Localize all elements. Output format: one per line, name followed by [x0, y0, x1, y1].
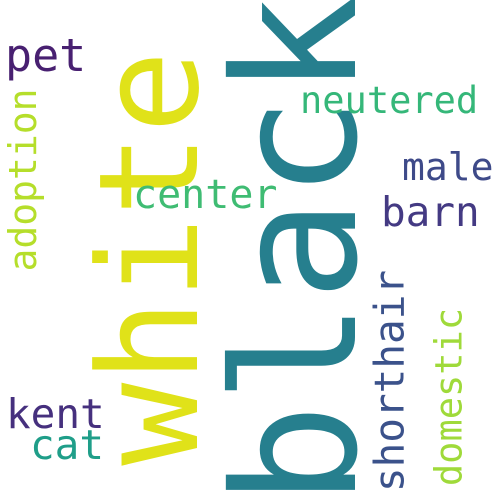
- word-black: black: [198, 0, 396, 500]
- word-neutered: neutered: [300, 79, 479, 122]
- word-barn: barn: [381, 188, 480, 236]
- word-center: center: [133, 172, 278, 218]
- word-cat: cat: [30, 421, 105, 469]
- word-shorthair: shorthair: [365, 269, 414, 493]
- word-pet: pet: [5, 29, 87, 82]
- word-domestic: domestic: [427, 307, 471, 487]
- word-adoption: adoption: [1, 88, 45, 272]
- word-male: male: [402, 145, 494, 189]
- word-kent: kent: [6, 390, 105, 438]
